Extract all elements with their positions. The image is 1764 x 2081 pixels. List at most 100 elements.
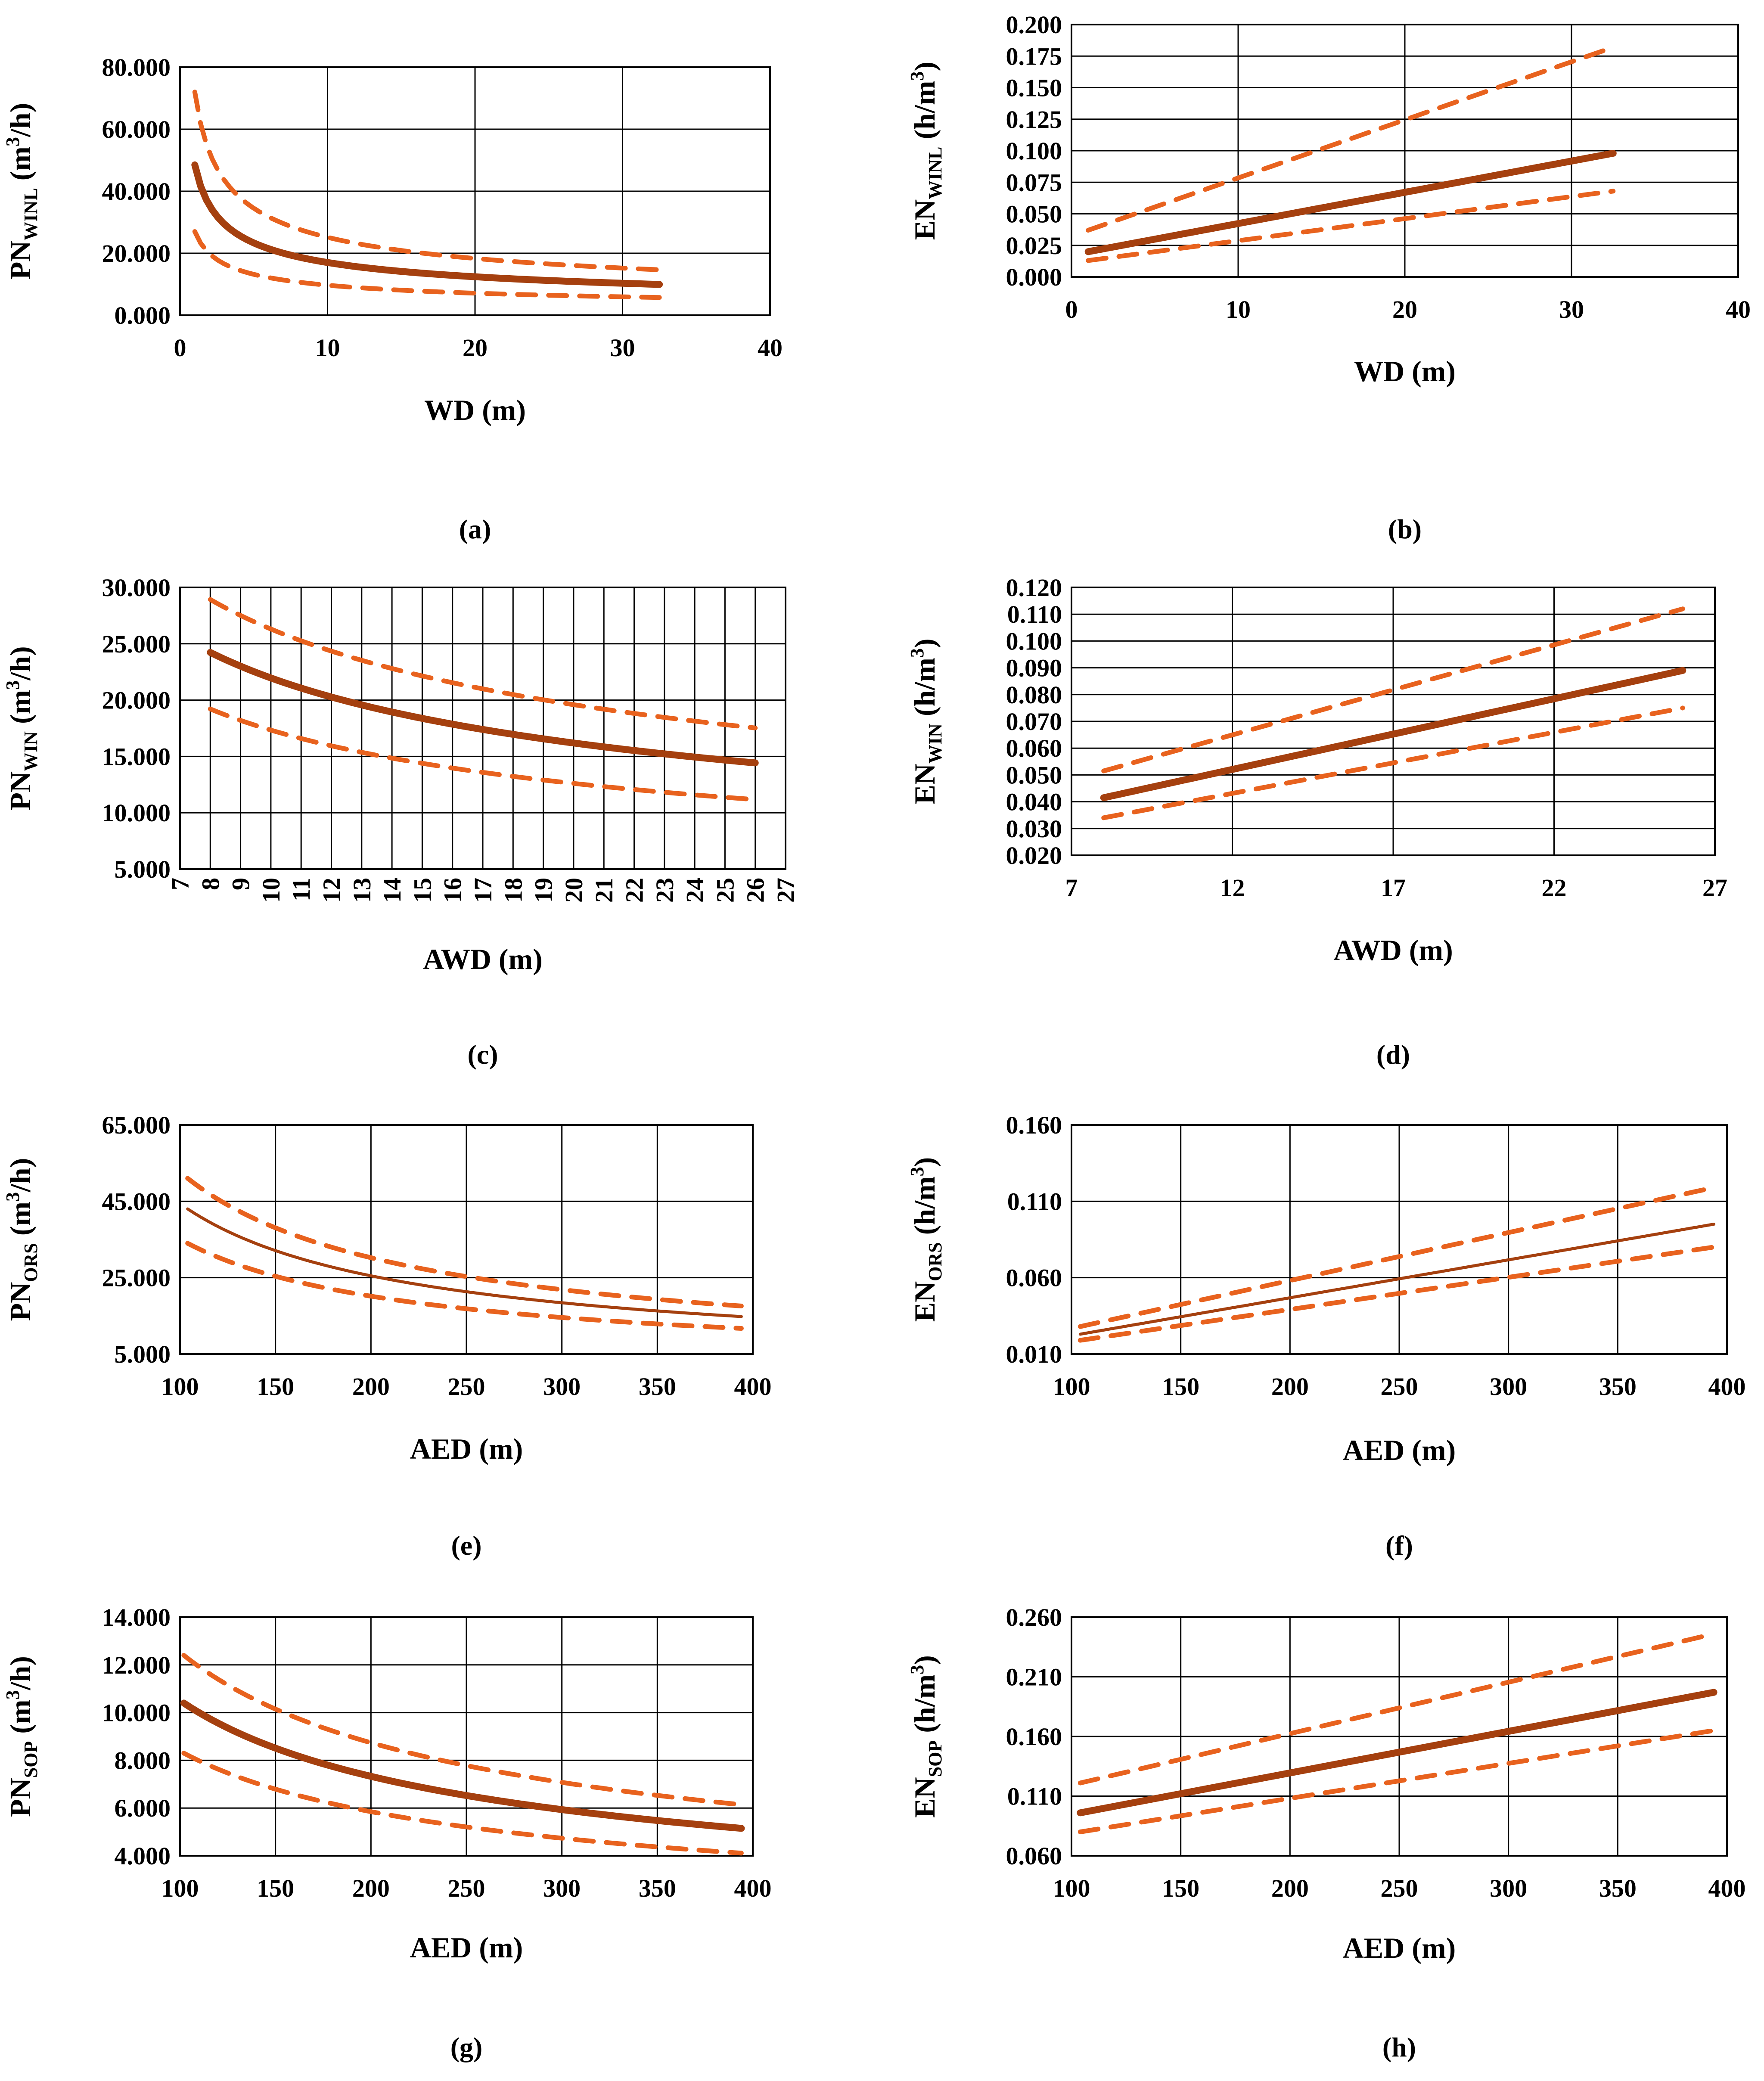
chart-c: 5.000 10.000 15.000 20.000 25.000 30.000 7 8 9 10… <box>2 574 800 1070</box>
x-tick-label: 400 <box>734 1373 772 1401</box>
x-tick-label: 40 <box>1726 295 1751 323</box>
x-tick-label: 13 <box>348 878 376 903</box>
y-tick-label: 0.060 <box>1006 1264 1062 1292</box>
panel-label: (h) <box>1382 2032 1416 2062</box>
y-tick-label: 12.000 <box>102 1651 171 1679</box>
x-tick-label: 17 <box>469 878 497 903</box>
x-tick-label: 200 <box>1271 1373 1309 1401</box>
x-tick-label: 21 <box>590 878 618 903</box>
y-axis-label: ENORS (h/m3) <box>907 1157 946 1322</box>
x-tick-label: 400 <box>734 1874 772 1902</box>
y-tick-label: 80.000 <box>102 53 171 81</box>
panel-label: (f) <box>1385 1530 1413 1561</box>
x-tick-label: 24 <box>681 878 709 903</box>
series-lower <box>192 229 662 300</box>
y-tick-label: 0.090 <box>1006 654 1062 682</box>
chart-a: 0.000 20.000 40.000 60.000 80.000 0 10 20 30 40 WD… <box>2 53 783 544</box>
y-label-base: EN <box>908 199 941 240</box>
chart-f: 0.010 0.060 0.110 0.160 100 150 200 250 300 350 40… <box>907 1111 1746 1561</box>
plot-frame <box>1071 587 1716 856</box>
x-tick-label: 200 <box>352 1874 390 1902</box>
series-upper <box>208 597 758 730</box>
y-axis-label: ENWINL (h/m3) <box>907 62 946 240</box>
y-label-superscript: 3 <box>907 1167 928 1176</box>
series-fit <box>1100 667 1686 801</box>
y-axis-label: PNWINL (m3/h) <box>2 103 41 280</box>
x-tick-label: 100 <box>1053 1874 1090 1902</box>
x-axis-label: AWD (m) <box>1333 934 1453 966</box>
y-label-base: PN <box>4 771 37 811</box>
plot-frame <box>1071 24 1739 278</box>
y-tick-label: 5.000 <box>115 1340 171 1368</box>
y-label-superscript: 3 <box>2 1690 23 1699</box>
x-axis-label: AED (m) <box>410 1931 523 1964</box>
x-axis-label: AED (m) <box>1343 1932 1456 1964</box>
x-tick-label: 150 <box>1162 1373 1199 1401</box>
x-tick-label: 350 <box>1599 1373 1637 1401</box>
series-upper <box>1101 606 1685 773</box>
series-upper <box>192 90 662 272</box>
y-label-unit: (m <box>4 146 37 188</box>
y-label-unit: (h/m <box>908 658 941 724</box>
y-tick-label: 0.110 <box>1007 600 1062 628</box>
y-label-subscript: SOP <box>925 1740 946 1777</box>
y-tick-label: 15.000 <box>102 742 171 770</box>
series-lower <box>1101 705 1685 820</box>
chart-e: 5.000 25.000 45.000 65.000 100 150 200 250 300 35… <box>2 1111 772 1561</box>
x-tick-label: 400 <box>1708 1373 1746 1401</box>
y-tick-label: 0.000 <box>1006 263 1062 291</box>
y-tick-label: 0.050 <box>1006 761 1062 789</box>
x-tick-label: 27 <box>772 878 800 903</box>
x-axis-label: AED (m) <box>1343 1434 1456 1466</box>
x-axis-label: WD (m) <box>1354 355 1456 388</box>
y-label-subscript: SOP <box>20 1741 41 1778</box>
y-label-superscript: 3 <box>2 137 23 146</box>
y-tick-label: 0.060 <box>1006 734 1062 762</box>
y-tick-label: 0.175 <box>1006 42 1062 70</box>
y-label-base: EN <box>908 764 941 804</box>
x-tick-label: 25 <box>711 878 739 903</box>
x-tick-label: 7 <box>166 878 194 890</box>
x-tick-label: 100 <box>161 1373 199 1401</box>
x-tick-label: 26 <box>742 878 770 903</box>
x-tick-label: 100 <box>161 1874 199 1902</box>
panel-label: (b) <box>1388 514 1422 544</box>
x-tick-label: 10 <box>257 878 285 903</box>
chart-g: 4.000 6.000 8.000 10.000 12.000 14.000 100 150 2… <box>2 1603 772 2062</box>
y-label-unit-end: ) <box>908 1655 941 1665</box>
x-tick-label: 150 <box>257 1874 294 1902</box>
x-tick-label: 350 <box>639 1874 676 1902</box>
y-axis-label: PNWIN (m3/h) <box>2 646 41 810</box>
y-tick-label: 0.010 <box>1006 1340 1062 1368</box>
y-label-unit: (m <box>4 1699 37 1741</box>
plot-frame <box>179 587 786 870</box>
y-label-unit-end: /h) <box>4 1656 37 1690</box>
y-tick-label: 0.080 <box>1006 681 1062 709</box>
x-tick-label: 15 <box>408 878 436 903</box>
y-tick-label: 0.000 <box>115 301 171 329</box>
x-tick-label: 30 <box>1559 295 1584 323</box>
y-label-superscript: 3 <box>907 1665 928 1674</box>
x-tick-label: 150 <box>257 1373 294 1401</box>
series-upper <box>1078 1185 1717 1329</box>
y-label-base: EN <box>908 1281 941 1322</box>
y-tick-label: 14.000 <box>102 1603 171 1631</box>
y-tick-label: 0.160 <box>1006 1111 1062 1139</box>
x-tick-label: 12 <box>1220 874 1245 902</box>
y-tick-label: 8.000 <box>115 1746 171 1774</box>
x-tick-label: 300 <box>543 1373 581 1401</box>
y-tick-label: 10.000 <box>102 1699 171 1727</box>
y-label-unit: (h/m <box>908 1176 941 1242</box>
x-tick-label: 16 <box>439 878 467 903</box>
x-tick-label: 200 <box>1271 1874 1309 1902</box>
x-tick-label: 22 <box>1542 874 1567 902</box>
y-tick-label: 25.000 <box>102 1264 171 1292</box>
chart-h: 0.060 0.110 0.160 0.210 0.260 100 150 200 250 300… <box>907 1603 1746 2062</box>
y-tick-label: 4.000 <box>115 1842 171 1870</box>
x-tick-label: 0 <box>174 334 186 362</box>
y-label-base: PN <box>4 1778 37 1817</box>
series-lower <box>1078 1245 1717 1343</box>
plot-frame <box>1071 1616 1728 1857</box>
y-tick-label: 0.050 <box>1006 200 1062 228</box>
